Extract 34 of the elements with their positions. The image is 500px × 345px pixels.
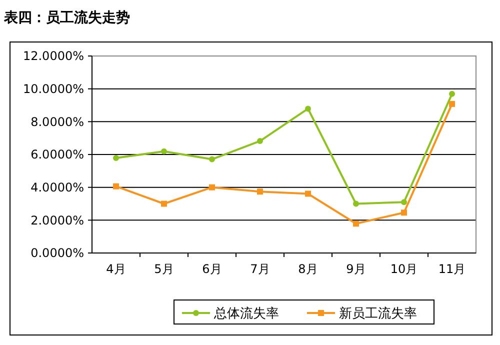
point: [161, 200, 167, 207]
point: [353, 200, 359, 207]
x-tick-label: 8月: [298, 262, 318, 276]
chart-title: 表四：员工流失走势: [3, 9, 130, 26]
y-tick-label: 4.0000%: [30, 180, 84, 195]
point: [449, 90, 455, 97]
y-tick-label: 12.0000%: [22, 49, 84, 64]
point: [161, 148, 167, 154]
point: [305, 106, 311, 112]
legend-label: 总体流失率: [213, 306, 279, 322]
y-tick-label: 10.0000%: [22, 82, 84, 96]
point: [209, 184, 215, 190]
y-tick-label: 2.0000%: [30, 213, 84, 228]
x-tick-label: 9月: [346, 262, 366, 276]
point: [113, 183, 119, 190]
x-tick-label: 5月: [154, 262, 174, 276]
x-tick-label: 7月: [250, 262, 270, 276]
y-tick-label: 8.0000%: [30, 114, 84, 129]
x-tick-label: 6月: [202, 262, 222, 276]
legend-label: 新员工流失率: [339, 306, 417, 322]
y-tick-label: 6.0000%: [30, 148, 84, 162]
point: [209, 156, 215, 162]
x-tick-label: 11月: [438, 262, 466, 276]
y-tick-label: 0.0000%: [30, 246, 84, 260]
x-tick-label: 4月: [106, 262, 126, 276]
point: [305, 190, 311, 197]
point: [449, 100, 455, 107]
point: [113, 154, 119, 161]
point: [401, 210, 407, 216]
x-tick-label: 10月: [390, 262, 418, 276]
point: [353, 220, 359, 227]
point: [401, 199, 407, 206]
point: [257, 138, 263, 144]
point: [257, 188, 263, 195]
